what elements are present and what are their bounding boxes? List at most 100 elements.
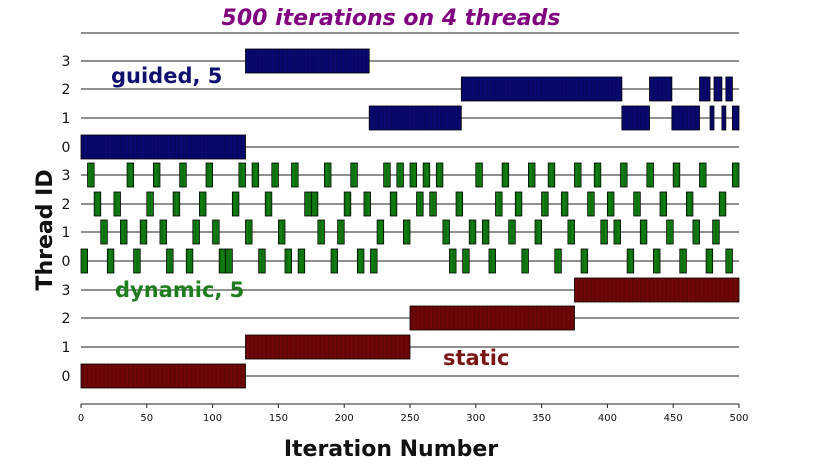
- x-tick-label: 0: [78, 413, 84, 424]
- x-tick-label: 300: [466, 413, 485, 424]
- x-tick-label: 100: [203, 413, 222, 424]
- x-tick-label: 150: [269, 413, 288, 424]
- dynamic-bar-body: [725, 248, 733, 274]
- guided-bar-body: [725, 76, 733, 102]
- static-bar: [574, 277, 740, 303]
- dynamic-bar: [317, 219, 325, 245]
- dynamic-bar-body: [593, 162, 602, 188]
- dynamic-bar-body: [587, 191, 595, 217]
- guided-schedule-label: guided, 5: [111, 64, 222, 88]
- dynamic-bar-body: [435, 162, 444, 188]
- dynamic-bar-body: [159, 219, 167, 245]
- dynamic-bar-body: [541, 191, 549, 217]
- dynamic-bar: [626, 248, 635, 274]
- dynamic-bar: [699, 162, 707, 188]
- dynamic-bar-body: [93, 191, 102, 217]
- dynamic-bar: [718, 191, 727, 217]
- dynamic-bar: [639, 219, 648, 245]
- dynamic-bar-body: [567, 219, 575, 245]
- static-bar: [245, 334, 411, 360]
- dynamic-bar-body: [653, 248, 661, 274]
- dynamic-bar-body: [718, 191, 727, 217]
- guided-bar-body: [649, 76, 673, 102]
- guided-bar: [713, 76, 723, 102]
- dynamic-bar: [613, 219, 621, 245]
- dynamic-bar: [567, 219, 575, 245]
- guided-bar: [80, 134, 246, 160]
- dynamic-bar-body: [699, 162, 707, 188]
- dynamic-bar: [264, 191, 273, 217]
- dynamic-bar-body: [646, 162, 654, 188]
- guided-bar: [721, 105, 727, 131]
- row-labels: 0 1 2 3 0 1 2 3 0 1 2 3: [62, 54, 71, 385]
- dynamic-bar: [685, 191, 694, 217]
- guided-bar-body: [621, 105, 650, 131]
- dynamic-bar-body: [705, 248, 714, 274]
- dynamic-bar-body: [238, 162, 246, 188]
- dynamic-bar: [258, 248, 266, 274]
- dynamic-bar-body: [666, 219, 674, 245]
- dynamic-bar-body: [389, 191, 398, 217]
- dynamic-bar-body: [264, 191, 273, 217]
- dynamic-bar: [337, 219, 345, 245]
- guided-bar: [649, 76, 673, 102]
- dynamic-bar: [653, 248, 661, 274]
- dynamic-bar: [468, 219, 477, 245]
- dynamic-bar-body: [376, 219, 385, 245]
- dynamic-bar-body: [245, 219, 253, 245]
- dynamic-bar: [356, 248, 365, 274]
- dynamic-bar: [725, 248, 733, 274]
- dynamic-bar-body: [475, 162, 483, 188]
- thread-id-label: 1: [62, 225, 71, 241]
- dynamic-bar: [185, 248, 194, 274]
- dynamic-bar-body: [356, 248, 365, 274]
- dynamic-bar: [666, 219, 674, 245]
- thread-id-label: 3: [62, 168, 71, 184]
- static-bar-body: [409, 305, 575, 331]
- dynamic-bar: [100, 219, 108, 245]
- guided-bar: [725, 76, 733, 102]
- dynamic-bar-body: [218, 248, 227, 274]
- thread-id-label: 0: [62, 254, 71, 270]
- dynamic-schedule-label: dynamic, 5: [115, 278, 244, 302]
- dynamic-bar: [679, 248, 687, 274]
- dynamic-bar-body: [508, 219, 516, 245]
- dynamic-bar: [462, 248, 470, 274]
- dynamic-bar: [93, 191, 102, 217]
- dynamic-bar-body: [534, 219, 543, 245]
- dynamic-bar-body: [324, 162, 332, 188]
- dynamic-bar-body: [166, 248, 174, 274]
- dynamic-bar-body: [383, 162, 391, 188]
- dynamic-bar-body: [343, 191, 352, 217]
- dynamic-bar: [495, 191, 503, 217]
- dynamic-bar: [481, 219, 490, 245]
- dynamic-bar-body: [626, 248, 635, 274]
- dynamic-bar-body: [330, 248, 339, 274]
- dynamic-bar: [449, 248, 457, 274]
- dynamic-bar: [330, 248, 339, 274]
- dynamic-bar-body: [495, 191, 503, 217]
- dynamic-bar: [429, 191, 437, 217]
- dynamic-bar-body: [528, 162, 536, 188]
- x-tick-label: 350: [532, 413, 551, 424]
- dynamic-bar: [87, 162, 95, 188]
- dynamic-bar: [212, 219, 220, 245]
- dynamic-bar: [528, 162, 536, 188]
- dynamic-bar: [541, 191, 549, 217]
- dynamic-bar: [488, 248, 496, 274]
- guided-bar: [699, 76, 711, 102]
- x-axis: 0 50 100 150 200 250 300 350 400 450 500: [78, 403, 749, 424]
- dynamic-bar-body: [271, 162, 279, 188]
- guided-bar: [671, 105, 700, 131]
- guided-bar: [245, 48, 370, 74]
- static-bar-body: [574, 277, 740, 303]
- dynamic-bar: [620, 162, 628, 188]
- dynamic-bar: [120, 219, 128, 245]
- dynamic-bar: [396, 162, 404, 188]
- static-bar: [80, 363, 246, 389]
- dynamic-bar-body: [521, 248, 529, 274]
- static-bar: [409, 305, 575, 331]
- y-axis-title: Thread ID: [33, 169, 58, 290]
- dynamic-bar: [416, 191, 424, 217]
